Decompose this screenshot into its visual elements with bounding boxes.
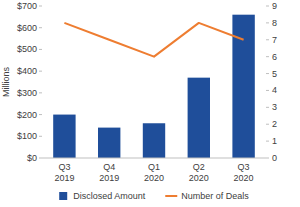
x-tick-label: Q12020	[144, 162, 164, 183]
x-tick-label-line: 2019	[54, 173, 74, 183]
bar	[143, 123, 165, 158]
legend-item: Disclosed Amount	[59, 191, 146, 201]
x-tick-label-line: Q2	[193, 162, 205, 172]
line	[64, 23, 243, 57]
y2-tick	[266, 56, 269, 57]
y-tick	[39, 114, 42, 115]
y-tick	[39, 158, 42, 159]
y2-tick-label: 0	[272, 153, 277, 163]
y2-tick-label: 1	[272, 136, 277, 146]
x-tick-label-line: 2019	[99, 173, 119, 183]
x-tick-label: Q22020	[189, 162, 209, 183]
y-tick	[39, 27, 42, 28]
x-tick-label: Q32019	[54, 162, 74, 183]
y-tick-label: $400	[17, 66, 37, 76]
x-tick-label-line: Q1	[148, 162, 160, 172]
bar	[98, 128, 120, 158]
legend-swatch	[59, 192, 67, 200]
legend-label: Number of Deals	[181, 191, 249, 201]
x-tick-label-line: Q4	[103, 162, 115, 172]
y2-tick-label: 3	[272, 102, 277, 112]
y2-tick-label: 8	[272, 18, 277, 28]
y2-tick-label: 5	[272, 69, 277, 79]
y-axis-label: Millions	[1, 67, 11, 98]
y-tick-label: $0	[27, 153, 37, 163]
x-tick-label-line: Q3	[238, 162, 250, 172]
x-tick-label-line: Q3	[58, 162, 70, 172]
x-tick-label-line: 2020	[189, 173, 209, 183]
y-tick	[39, 71, 42, 72]
plot-marks	[53, 15, 255, 158]
y-tick-label: $200	[17, 110, 37, 120]
bar	[53, 115, 75, 158]
legend-item: Number of Deals	[165, 191, 249, 201]
bar	[188, 78, 210, 158]
y2-tick-label: 4	[272, 85, 277, 95]
x-tick-label-line: 2020	[234, 173, 254, 183]
y-tick-label: $100	[17, 131, 37, 141]
y2-tick	[266, 107, 269, 108]
y2-tick	[266, 22, 269, 23]
y2-tick-label: 7	[272, 35, 277, 45]
y-tick-label: $600	[17, 23, 37, 33]
y-tick	[39, 49, 42, 50]
chart: $0 $100 $200 $300 $400 $500 $600 $700 0 1 2 3 4 5 6 7 8 9…	[0, 0, 300, 207]
x-tick-label: Q42019	[99, 162, 119, 183]
y2-tick	[266, 158, 269, 159]
legend: Disclosed Amount Number of Deals	[59, 191, 249, 201]
y2-tick-label: 6	[272, 52, 277, 62]
y-tick	[39, 92, 42, 93]
y2-tick	[266, 141, 269, 142]
y-tick-label: $300	[17, 88, 37, 98]
x-axis-line	[42, 158, 266, 159]
y-tick-label: $500	[17, 44, 37, 54]
y2-tick	[266, 124, 269, 125]
y-tick	[39, 6, 42, 7]
x-tick-label: Q32020	[234, 162, 254, 183]
y2-tick	[266, 39, 269, 40]
y2-tick	[266, 90, 269, 91]
legend-label: Disclosed Amount	[73, 191, 146, 201]
y2-tick	[266, 6, 269, 7]
x-tick-label-line: 2020	[144, 173, 164, 183]
y2-tick	[266, 73, 269, 74]
y2-tick-label: 9	[272, 1, 277, 11]
y-tick	[39, 136, 42, 137]
y2-tick-label: 2	[272, 119, 277, 129]
legend-swatch	[165, 195, 177, 197]
y-tick-label: $700	[17, 1, 37, 11]
